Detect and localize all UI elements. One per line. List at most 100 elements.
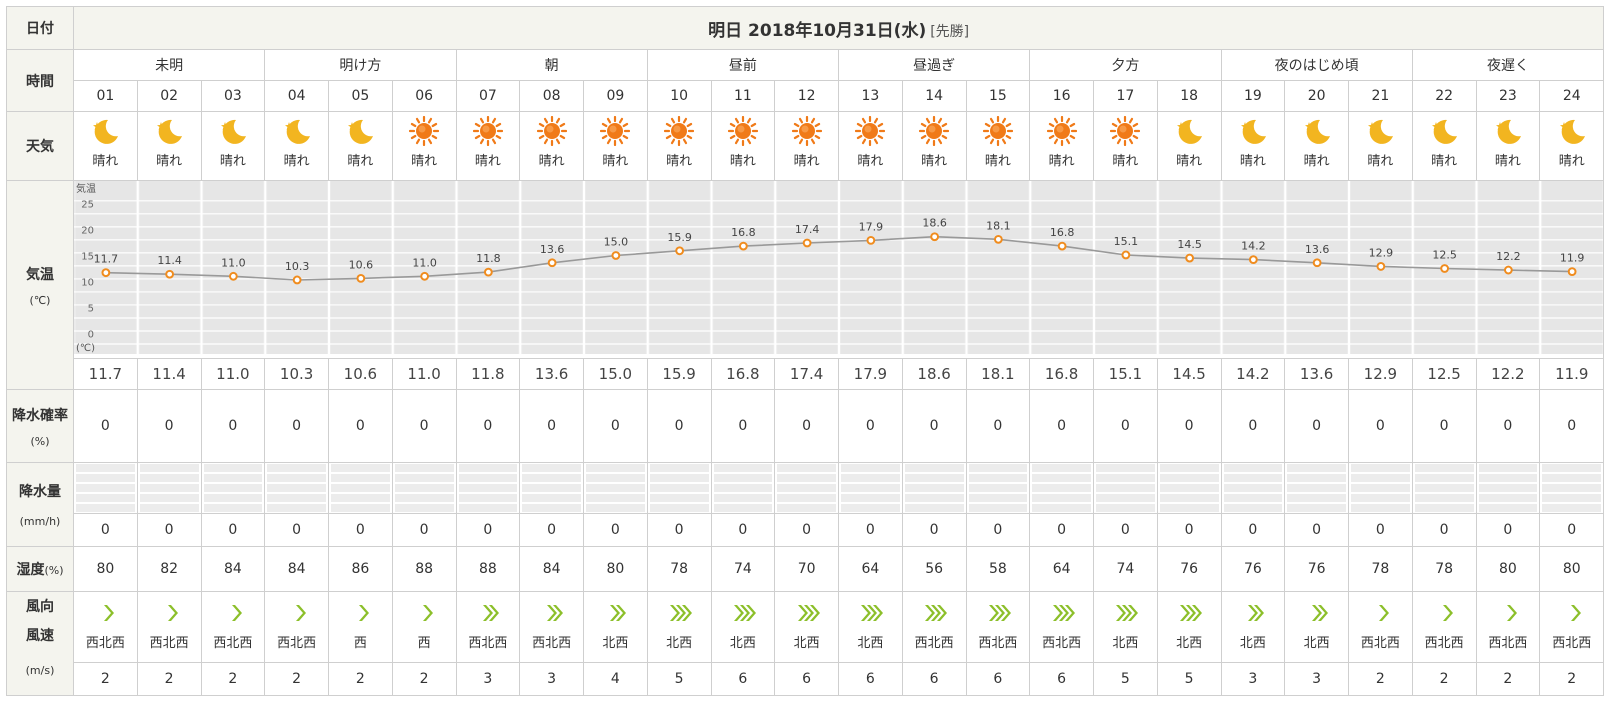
weather-cell: 晴れ (774, 111, 839, 181)
wind-speed-value: 2 (136, 662, 202, 696)
chart-column (76, 181, 136, 354)
wind-arrow-icon (648, 602, 710, 624)
temperature-value: 15.9 (646, 358, 712, 390)
precip-amount-value: 0 (965, 513, 1031, 547)
chart-column (394, 181, 455, 354)
wind-direction-cell: 西北西 (73, 591, 138, 663)
temperature-value: 13.6 (519, 358, 584, 390)
temperature-point-label: 11.0 (412, 256, 437, 269)
precip-bar-cell (1411, 462, 1477, 514)
temperature-value: 12.9 (1348, 358, 1413, 390)
period-cell: 明け方 (264, 49, 457, 81)
hour-cell: 02 (136, 80, 202, 112)
sun-icon (521, 116, 583, 146)
wind-speed-value: 2 (1475, 662, 1541, 696)
temperature-value: 14.2 (1220, 358, 1286, 390)
wind-direction-cell: 西北西 (965, 591, 1031, 663)
weather-cell: 晴れ (1539, 111, 1605, 181)
hour-cell: 06 (391, 80, 457, 112)
wind-speed-value: 2 (328, 662, 393, 696)
temperature-point (1121, 250, 1131, 260)
chart-column (522, 181, 582, 354)
humidity-value: 80 (73, 546, 138, 592)
humidity-value: 74 (710, 546, 776, 592)
temperature-point (675, 246, 685, 256)
temperature-point-label: 15.9 (667, 231, 692, 244)
chart-column (586, 181, 646, 354)
hour-cell: 05 (328, 80, 393, 112)
wind-direction-text: 西北西 (1488, 636, 1528, 651)
wind-speed-value: 3 (455, 662, 521, 696)
wind-direction-cell: 西北西 (1029, 591, 1094, 663)
precip-bar (713, 464, 773, 512)
precip-bar (139, 464, 199, 512)
chart-column (1223, 181, 1284, 354)
wind-arrow-icon (329, 602, 391, 624)
temperature-value: 12.2 (1475, 358, 1541, 390)
temperature-point (611, 251, 621, 260)
wind-arrow-icon (521, 602, 583, 624)
wind-speed-value: 2 (73, 662, 138, 696)
precip-prob-value: 0 (1284, 389, 1349, 463)
humidity-value: 80 (583, 546, 648, 592)
moon-icon (1158, 116, 1220, 146)
wind-speed-value: 4 (583, 662, 648, 696)
forecast-container: 日付 明日 2018年10月31日(水) [先勝] 時間 未明 明け方朝昼前 昼過ぎ夕… (6, 6, 1605, 696)
wind-direction-text: 西北西 (1042, 636, 1082, 651)
weather-cell: 晴れ (1475, 111, 1541, 181)
temperature-point (420, 271, 430, 281)
precip-prob-label-text: 降水確率 (12, 407, 68, 424)
wind-direction-text: 西北西 (468, 636, 508, 651)
humidity-value: 88 (391, 546, 457, 592)
temperature-point-label: 14.5 (1177, 238, 1202, 251)
precip-prob-value: 0 (1348, 389, 1413, 463)
precip-amount-value: 0 (1539, 513, 1605, 547)
wind-speed-value: 2 (200, 662, 266, 696)
hour-cell: 10 (646, 80, 712, 112)
humidity-value: 76 (1156, 546, 1222, 592)
wind-direction-text: 西北西 (1424, 636, 1464, 651)
temperature-point-label: 17.4 (795, 223, 820, 236)
wind-arrow-icon (967, 602, 1029, 624)
precip-amount-value: 0 (1156, 513, 1222, 547)
wind-direction-text: 北西 (1112, 636, 1139, 651)
wind-speed-value: 5 (1156, 662, 1222, 696)
hour-cell: 17 (1093, 80, 1158, 112)
temperature-chart: 気温 25 20 15 10 5 0 (℃) 11.7 11.4 11.0 10.3 10.6 11.0 1… (74, 181, 1603, 354)
sun-icon (903, 116, 965, 146)
precip-prob-value: 0 (1029, 389, 1094, 463)
precip-bar-cell (1284, 462, 1349, 514)
period-cell: 未明 (72, 49, 266, 81)
precip-bar-cell (73, 462, 138, 514)
precip-amount-value: 0 (1284, 513, 1349, 547)
temperature-point-label: 12.9 (1369, 246, 1394, 259)
wind-direction-cell: 北西 (1220, 591, 1286, 663)
precip-bar-cell (455, 462, 521, 514)
precip-prob-value: 0 (1220, 389, 1286, 463)
humidity-value: 84 (200, 546, 266, 592)
wind-direction-text: 北西 (1176, 636, 1203, 651)
temperature-point (228, 271, 238, 281)
hour-cell: 20 (1284, 80, 1349, 112)
precip-bar (203, 464, 263, 512)
temperature-point-label: 14.2 (1241, 240, 1266, 253)
period-cell: 朝 (455, 49, 648, 81)
chart-column (904, 181, 965, 354)
temperature-point-label: 16.8 (1050, 226, 1075, 239)
precip-amount-value: 0 (200, 513, 266, 547)
weather-text: 晴れ (156, 154, 183, 169)
wind-direction-text: 北西 (729, 636, 756, 651)
precip-prob-value: 0 (264, 389, 329, 463)
precip-bar (841, 464, 900, 512)
temperature-value: 13.6 (1284, 358, 1349, 390)
wind-speed-value: 5 (646, 662, 712, 696)
temperature-point (483, 267, 493, 277)
wind-direction-text: 西北西 (1360, 636, 1400, 651)
humidity-value: 64 (1029, 546, 1094, 592)
precip-bar (968, 464, 1028, 512)
precip-prob-value: 0 (519, 389, 584, 463)
wind-arrow-icon (138, 602, 200, 624)
precip-bar (331, 464, 390, 512)
precip-bar-cell (519, 462, 584, 514)
weather-text: 晴れ (474, 154, 501, 169)
